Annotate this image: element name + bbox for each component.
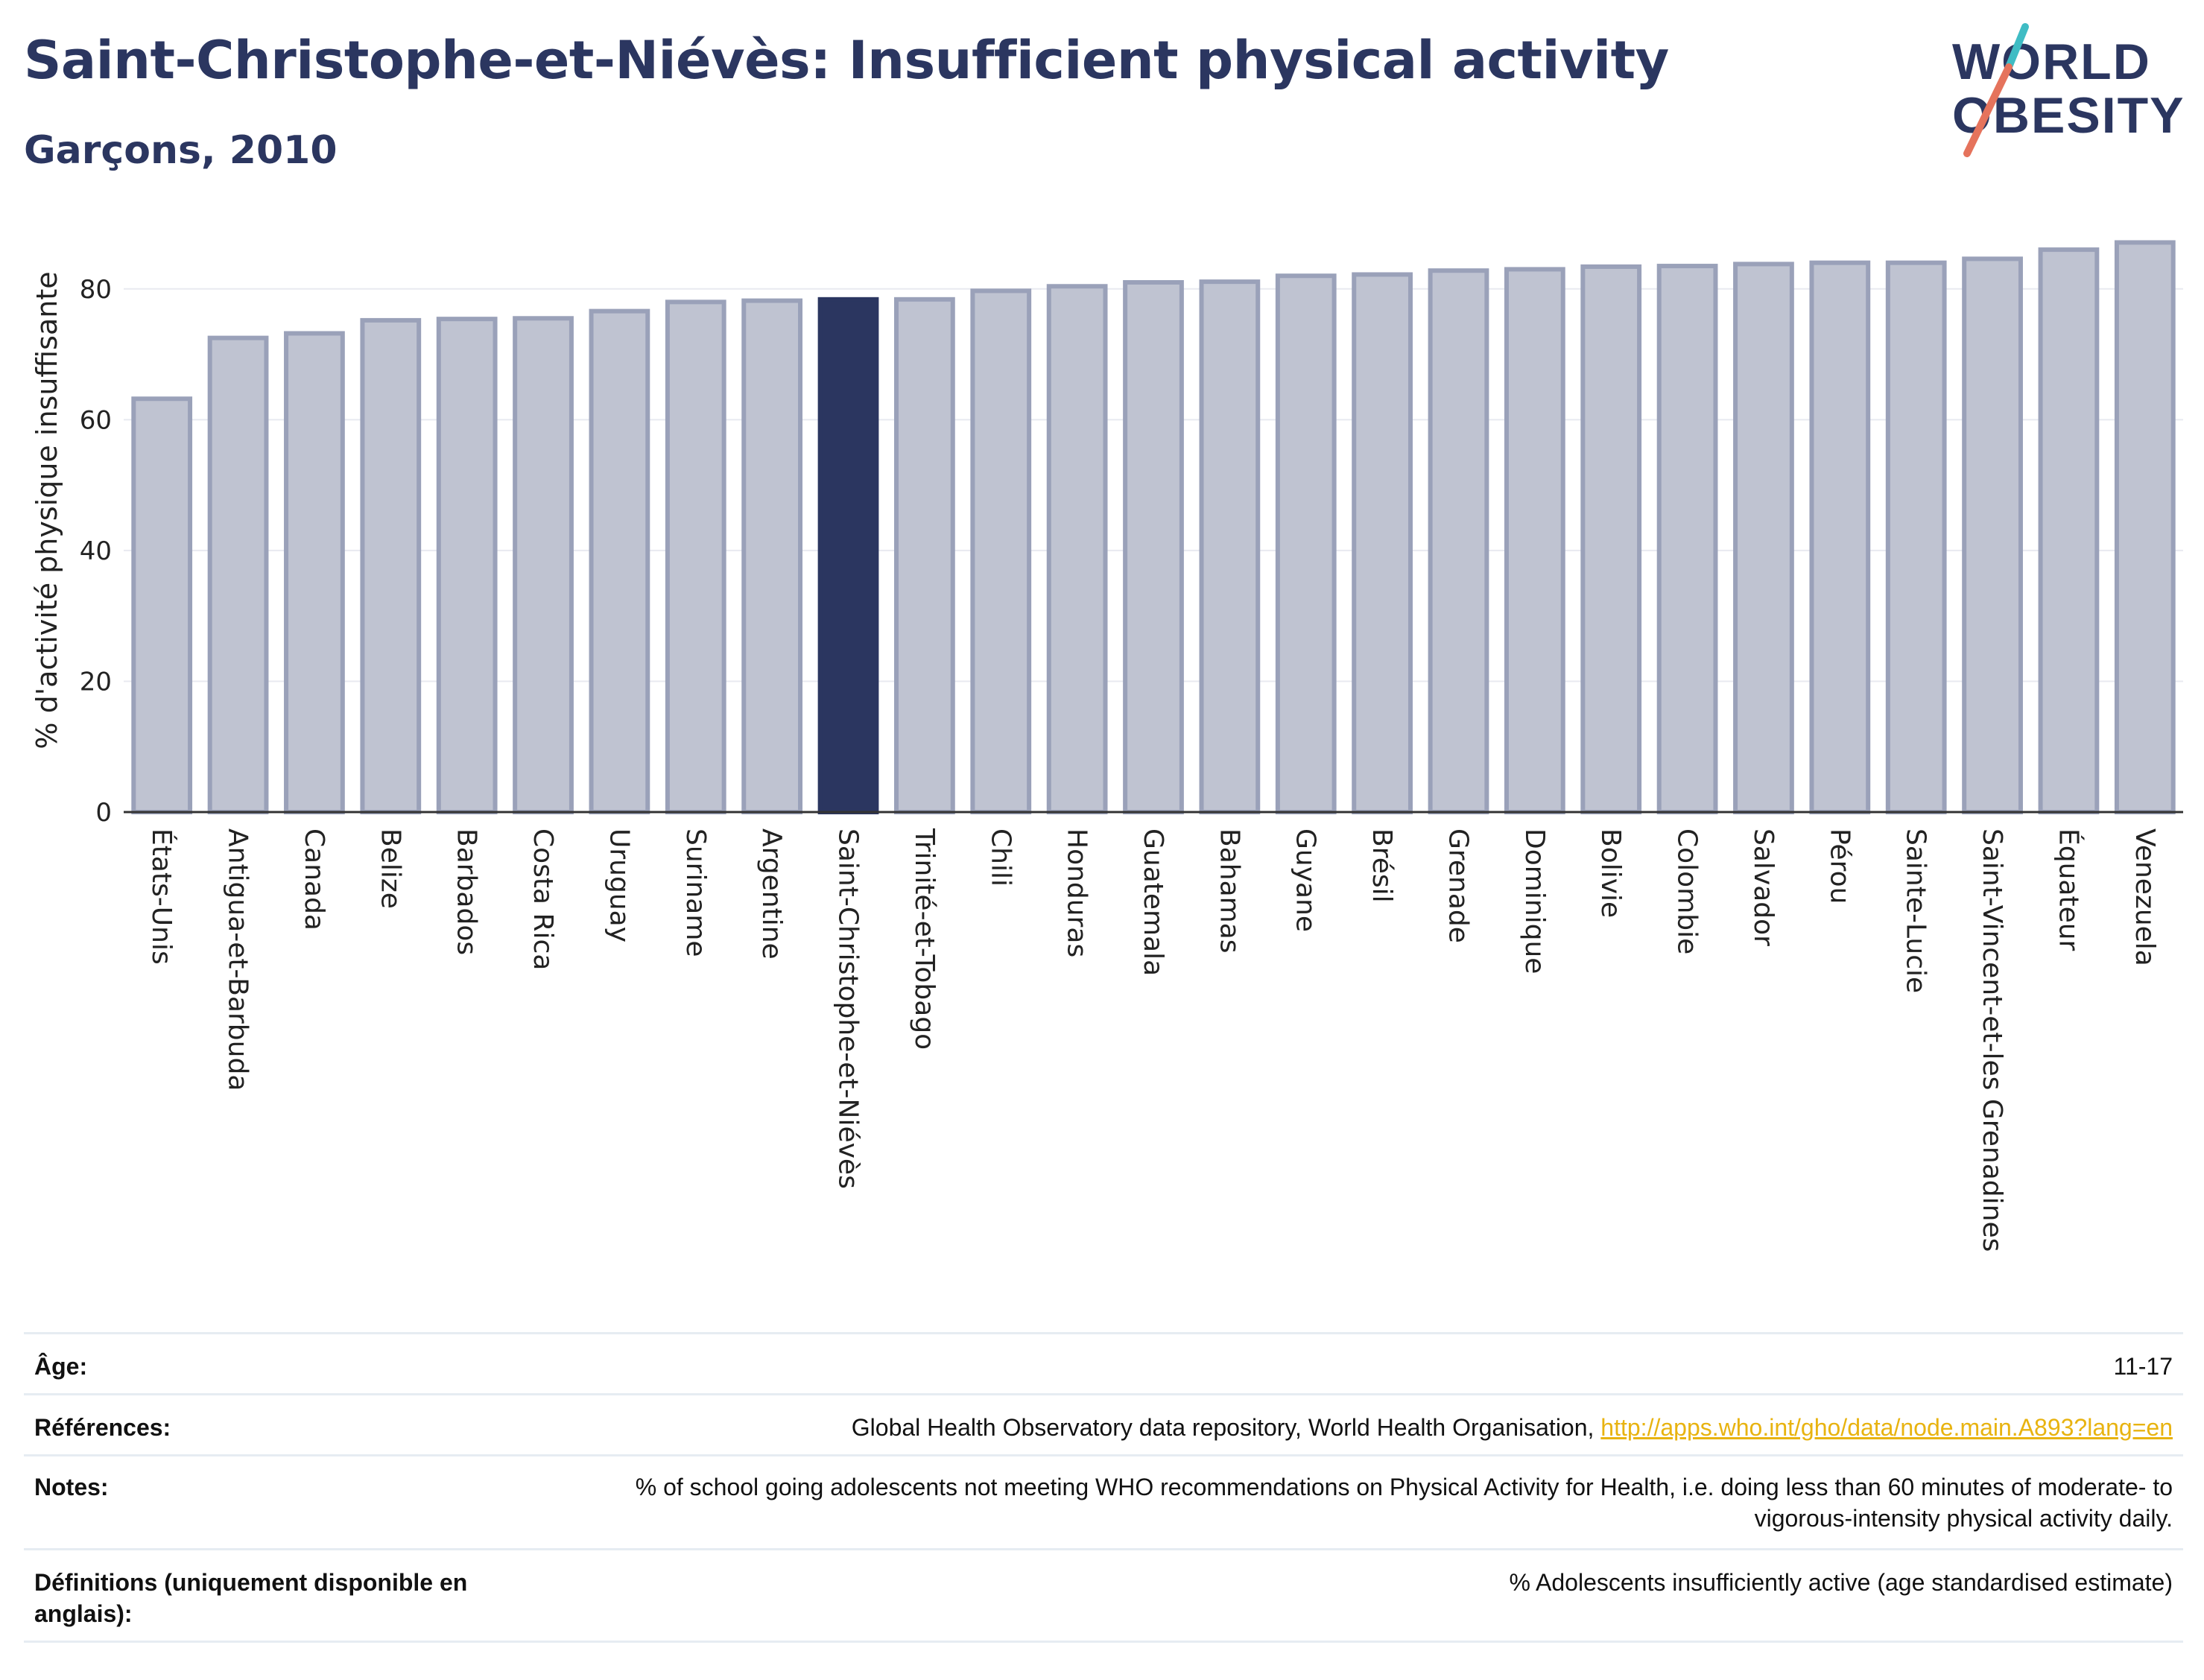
bar (2038, 247, 2100, 815)
age-value: 11-17 (2113, 1353, 2173, 1380)
x-tick-label: Dominique (1519, 828, 1550, 974)
notes-label: Notes: (34, 1474, 109, 1500)
definitions-value: % Adolescents insufficiently active (age… (1509, 1569, 2173, 1596)
bar (1733, 261, 1794, 814)
meta-row-age: Âge: 11-17 (24, 1332, 2183, 1394)
x-tick-label: Saint-Christophe-et-Niévès (833, 828, 864, 1189)
x-tick-label: Sainte-Lucie (1901, 828, 1931, 993)
bar (1962, 256, 2023, 814)
notes-value: % of school going adolescents not meetin… (635, 1474, 2173, 1532)
x-tick-label: Saint-Vincent-et-les Grenadines (1977, 828, 2007, 1252)
x-tick-label: Brésil (1367, 828, 1397, 903)
x-tick-label: Grenade (1443, 828, 1473, 943)
bar (1352, 272, 1413, 814)
bar (741, 298, 803, 815)
bar (1428, 268, 1489, 814)
x-tick-label: Trinité-et-Tobago (909, 828, 940, 1050)
x-tick-label: États-Unis (146, 828, 177, 965)
x-tick-label: Suriname (680, 828, 711, 957)
references-text: Global Health Observatory data repositor… (851, 1414, 1601, 1441)
bar (360, 317, 422, 814)
x-tick-label: Équateur (2053, 828, 2084, 951)
bar (1580, 264, 1642, 814)
x-tick-label: Chili (985, 828, 1016, 887)
definitions-label: Définitions (uniquement disponible en an… (34, 1569, 468, 1627)
y-tick-label: 0 (95, 798, 112, 828)
x-tick-label: Venezuela (2129, 828, 2160, 966)
bar (131, 396, 193, 814)
bar (1885, 260, 1947, 814)
x-tick-label: Bolivie (1595, 828, 1626, 918)
bar (1199, 279, 1261, 815)
bar (513, 316, 574, 814)
bar (1275, 273, 1337, 814)
x-tick-label: Belize (375, 828, 405, 909)
bar (436, 317, 498, 814)
x-tick-label: Honduras (1062, 828, 1092, 957)
chart-title: Saint-Christophe-et-Niévès: Insufficient… (24, 30, 1669, 91)
bar (1504, 267, 1565, 814)
x-tick-label: Guatemala (1138, 828, 1168, 976)
x-tick-label: Costa Rica (528, 828, 558, 970)
bar (1809, 260, 1871, 814)
bar (284, 331, 345, 814)
bar (207, 335, 269, 815)
bar-chart: 0 20 40 60 80 % d'activité physique insuffisa… (31, 240, 2183, 1252)
y-tick-label: 40 (80, 536, 112, 566)
world-obesity-logo: WORLD OBESITY (1952, 23, 2184, 157)
y-tick-label: 80 (80, 275, 112, 305)
bar (2114, 240, 2176, 814)
x-tick-label: Salvador (1748, 828, 1779, 946)
age-label: Âge: (34, 1353, 88, 1380)
bar (1046, 284, 1108, 814)
x-tick-label: Barbados (452, 828, 482, 955)
x-tick-label: Pérou (1824, 828, 1855, 904)
x-tick-label: Colombie (1672, 828, 1703, 954)
y-tick-label: 20 (80, 667, 112, 697)
svg-text:WORLD: WORLD (1952, 34, 2151, 90)
bar (817, 297, 879, 815)
references-link[interactable]: http://apps.who.int/gho/data/node.main.A… (1600, 1414, 2173, 1441)
bar (894, 297, 955, 815)
x-tick-label: Argentine (756, 828, 787, 960)
y-tick-label: 60 (80, 405, 112, 435)
x-tick-label: Canada (299, 828, 329, 931)
x-tick-label: Antigua-et-Barbuda (223, 828, 253, 1091)
x-tick-label: Uruguay (604, 828, 634, 942)
meta-row-definitions: Définitions (uniquement disponible en an… (24, 1548, 2183, 1641)
bar (1123, 280, 1184, 814)
bar (589, 308, 650, 815)
chart-subtitle: Garçons, 2010 (24, 128, 338, 173)
bar (665, 299, 726, 815)
references-label: Références: (34, 1414, 171, 1441)
bar (1656, 264, 1718, 814)
x-tick-label: Bahamas (1214, 828, 1244, 954)
meta-row-notes: Notes: % of school going adolescents not… (24, 1454, 2183, 1549)
y-axis-label: % d'activité physique insuffisante (31, 271, 63, 749)
meta-row-references: Références: Global Health Observatory da… (24, 1393, 2183, 1455)
bar (970, 288, 1032, 814)
x-tick-label: Guyane (1291, 828, 1321, 932)
meta-bottom-rule (24, 1641, 2183, 1643)
references-value: Global Health Observatory data repositor… (852, 1412, 2173, 1443)
